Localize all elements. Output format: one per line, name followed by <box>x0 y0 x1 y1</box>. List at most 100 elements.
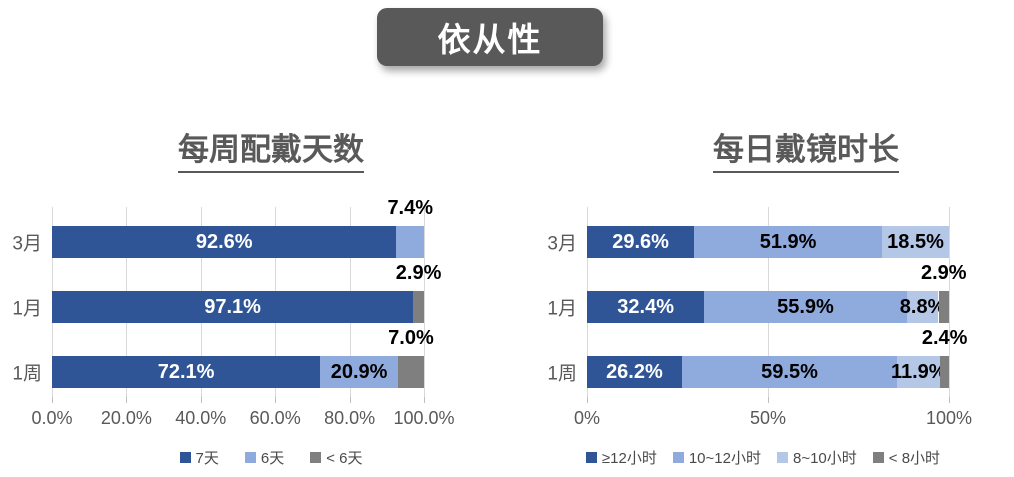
bar-row: 1月 32.4% 55.9% 8.8% 2.9% <box>547 262 967 323</box>
gridline <box>424 207 425 397</box>
axis-tick <box>424 397 425 403</box>
legend-item: < 8小时 <box>872 447 941 468</box>
axis-tick-label: 40.0% <box>175 408 227 428</box>
bar-segment: 8.8% <box>900 291 945 323</box>
bar-segment-label: 97.1% <box>204 295 261 318</box>
bar-segment-label: 55.9% <box>777 295 834 318</box>
legend-label: ≥12小时 <box>601 450 657 467</box>
bar-segment-label: 20.9% <box>330 360 388 383</box>
bar-segment: 32.4% <box>587 291 705 323</box>
axis-tick-label: 20.0% <box>100 408 152 428</box>
bar-row: 3月 29.6% 51.9% 18.5% <box>547 226 949 258</box>
bar-outside-label: 2.9% <box>920 262 967 284</box>
legend-label: 7天 <box>195 450 219 467</box>
legend-swatch <box>244 452 256 463</box>
axis-tick-label: 0.0% <box>31 408 73 428</box>
legend-label: 10~12小时 <box>688 450 761 467</box>
bar-segment: 18.5% <box>882 226 949 258</box>
bar-segment-label: 26.2% <box>606 360 663 383</box>
right-chart-title-text: 每日戴镜时长 <box>713 124 899 173</box>
legend-swatch <box>179 452 191 463</box>
bar-segment <box>413 291 424 323</box>
legend-item: 10~12小时 <box>672 447 761 468</box>
bar-segment-label: 59.5% <box>761 360 818 383</box>
axis-tick <box>587 397 588 403</box>
bar-segment: 55.9% <box>704 291 907 323</box>
bar-segment <box>397 356 424 388</box>
right-chart-legend: ≥12小时 10~12小时 8~10小时 < 8小时 <box>563 447 963 468</box>
axis-tick-label: 100% <box>925 408 973 428</box>
legend-swatch <box>585 452 597 463</box>
axis-tick <box>275 397 277 403</box>
bar-outside-label: 2.4% <box>921 327 968 349</box>
axis-tick <box>349 397 351 403</box>
legend-swatch <box>776 452 788 463</box>
bar-segment-label: 92.6% <box>195 230 253 253</box>
bar-segment: 20.9% <box>320 356 398 388</box>
axis-tick <box>52 397 53 403</box>
category-label: 1月 <box>547 298 577 320</box>
axis-tick-label: 80.0% <box>324 408 376 428</box>
bar-segment-label: 8.8% <box>899 295 946 318</box>
bar-segment: 59.5% <box>681 356 898 388</box>
legend-label: < 8小时 <box>888 450 941 467</box>
category-label: 3月 <box>547 233 577 255</box>
bar-segment: 11.9% <box>891 356 947 388</box>
axis-tick <box>126 397 128 403</box>
legend-item: 7天 <box>179 447 219 468</box>
axis-tick <box>200 397 202 403</box>
bar-outside-label: 7.0% <box>388 327 434 349</box>
bar-outside-label: 7.4% <box>387 197 434 219</box>
weekly-wear-days-chart: 0.0% 20.0% 40.0% 60.0% 80.0% 100.0% 3月 92.6% 7.4… <box>12 197 454 428</box>
gridline <box>949 207 950 397</box>
bar-row: 1周 26.2% 59.5% 11.9% 2.4% <box>547 327 967 388</box>
bar-segment-label: 18.5% <box>887 230 944 253</box>
legend-label: 6天 <box>260 450 285 467</box>
axis-tick-label: 50% <box>749 408 787 428</box>
legend-label: 8~10小时 <box>792 450 857 467</box>
legend-item: 8~10小时 <box>776 447 857 468</box>
legend-item: 6天 <box>244 447 285 468</box>
category-label: 3月 <box>12 233 42 255</box>
title-banner: 依从性 <box>377 8 603 66</box>
right-chart-title: 每日戴镜时长 <box>606 124 1006 173</box>
bar-segment-label: 11.9% <box>890 360 947 383</box>
bar-row: 3月 92.6% 7.4% <box>12 197 433 258</box>
left-chart-title-text: 每周配戴天数 <box>178 124 364 173</box>
bar-segment-label: 32.4% <box>617 295 674 318</box>
banner-title: 依从性 <box>437 21 543 58</box>
bar-outside-label: 2.9% <box>395 262 442 284</box>
left-chart-legend: 7天 6天 < 6天 <box>71 447 471 468</box>
axis-tick <box>949 397 950 403</box>
bar-segment: 97.1% <box>52 291 414 323</box>
bar-segment <box>940 356 949 388</box>
axis-tick-label: 60.0% <box>249 408 301 428</box>
bar-row: 1月 97.1% 2.9% <box>12 262 441 323</box>
legend-item: < 6天 <box>310 447 362 468</box>
bar-segment: 92.6% <box>52 226 397 258</box>
category-label: 1月 <box>12 298 42 320</box>
left-chart-title: 每周配戴天数 <box>71 124 471 173</box>
axis-tick-label: 0% <box>573 408 601 428</box>
bar-segment: 51.9% <box>694 226 883 258</box>
bar-segment-label: 29.6% <box>612 230 669 253</box>
bar-segment: 26.2% <box>587 356 682 388</box>
bar-segment: 29.6% <box>587 226 695 258</box>
axis-tick <box>768 397 769 403</box>
legend-swatch <box>672 452 684 463</box>
legend-swatch <box>310 452 322 463</box>
axis-tick-label: 100.0% <box>393 408 455 428</box>
legend-label: < 6天 <box>326 450 363 467</box>
legend-swatch <box>872 452 884 463</box>
bar-segment <box>396 226 424 258</box>
bar-segment: 72.1% <box>52 356 321 388</box>
category-label: 1周 <box>547 363 577 385</box>
bar-segment-label: 51.9% <box>759 230 817 253</box>
bar-row: 1周 72.1% 20.9% 7.0% <box>12 327 434 388</box>
legend-item: ≥12小时 <box>585 447 657 468</box>
daily-wear-hours-chart: 0% 50% 100% 3月 29.6% 51.9% 18.5% 1月 32.4% 55.9% 8.… <box>547 207 972 428</box>
bar-segment-label: 72.1% <box>157 360 215 383</box>
bar-segment <box>938 291 949 323</box>
category-label: 1周 <box>12 363 42 385</box>
